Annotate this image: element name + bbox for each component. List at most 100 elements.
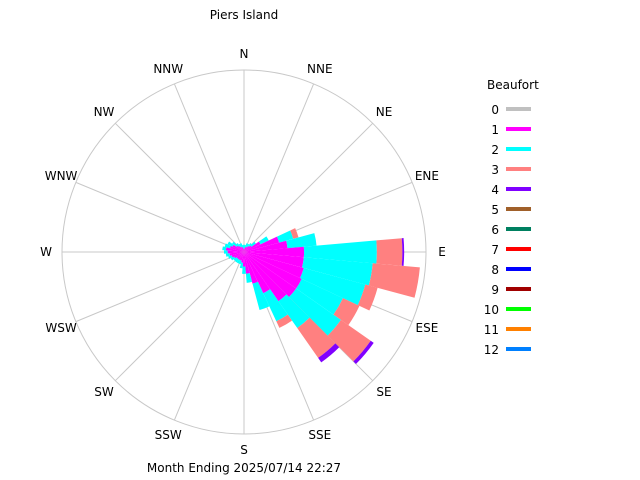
wind-bar-200-beaufort-2 <box>238 260 242 265</box>
wind-bar-290-beaufort-2 <box>224 243 231 249</box>
wind-bar-130-beaufort-2 <box>289 288 341 336</box>
wind-bar-190-beaufort-2 <box>239 262 244 269</box>
wind-bar-20-beaufort-1 <box>244 246 247 252</box>
direction-label-ne: NE <box>376 105 393 119</box>
wind-bar-90-beaufort-4 <box>401 238 405 266</box>
legend-swatch-0 <box>506 107 531 111</box>
legend-label-11: 11 <box>484 323 499 337</box>
legend-label-8: 8 <box>491 263 499 277</box>
legend-swatch-2 <box>506 147 531 151</box>
wind-bar-120-beaufort-1 <box>244 252 302 289</box>
direction-label-nw: NW <box>94 105 115 119</box>
wind-bar-250-beaufort-1 <box>231 252 244 258</box>
chart-title: Piers Island <box>210 8 278 22</box>
legend-swatch-6 <box>506 227 531 231</box>
wind-bar-280-beaufort-1 <box>225 247 244 252</box>
wind-bar-30-beaufort-1 <box>244 247 248 252</box>
wind-bar-320-beaufort-2 <box>236 243 240 247</box>
wind-bar-20-beaufort-2 <box>245 243 248 248</box>
spoke-nw <box>114 122 245 253</box>
wind-bar-290-beaufort-1 <box>229 245 244 252</box>
wind-bar-180-beaufort-2 <box>242 266 246 274</box>
wind-bar-320-beaufort-1 <box>238 246 244 252</box>
wind-bar-170-beaufort-1 <box>244 252 250 274</box>
wind-bar-80-beaufort-2 <box>286 233 317 249</box>
wind-bar-220-beaufort-1 <box>237 252 244 260</box>
wind-bar-90-beaufort-2 <box>303 240 377 264</box>
wind-bar-230-beaufort-1 <box>236 252 244 259</box>
wind-bar-160-beaufort-2 <box>252 281 270 311</box>
legend-swatch-9 <box>506 287 531 291</box>
wind-bar-140-beaufort-3 <box>297 317 336 358</box>
chart-footer: Month Ending 2025/07/14 22:27 <box>147 461 341 475</box>
wind-bar-180-beaufort-1 <box>242 252 246 267</box>
direction-label-sw: SW <box>94 385 114 399</box>
wind-bar-90-beaufort-3 <box>376 238 403 266</box>
wind-bar-10-beaufort-2 <box>244 244 246 249</box>
direction-label-sse: SSE <box>308 428 331 442</box>
wind-bar-130-beaufort-1 <box>244 252 297 298</box>
wind-bar-210-beaufort-1 <box>238 252 244 261</box>
wind-bar-270-beaufort-1 <box>227 250 244 254</box>
legend-label-0: 0 <box>491 103 499 117</box>
wind-bar-300-beaufort-1 <box>232 244 244 252</box>
wind-bar-0-beaufort-1 <box>243 248 245 252</box>
wind-bar-310-beaufort-2 <box>232 241 238 247</box>
wind-bar-230-beaufort-2 <box>233 257 238 262</box>
wind-bars <box>222 228 420 364</box>
direction-label-n: N <box>240 47 249 61</box>
wind-bar-90-beaufort-1 <box>244 246 305 258</box>
wind-bar-260-beaufort-1 <box>229 252 244 256</box>
wind-bar-300-beaufort-2 <box>227 241 234 247</box>
spoke-ssw <box>173 251 245 421</box>
wind-bar-280-beaufort-2 <box>222 246 227 251</box>
wind-bar-70-beaufort-3 <box>290 228 299 239</box>
legend-swatch-1 <box>506 127 531 131</box>
direction-label-se: SE <box>376 385 391 399</box>
legend-swatch-3 <box>506 167 531 171</box>
spoke-sw <box>114 251 245 382</box>
legend-label-6: 6 <box>491 223 499 237</box>
legend-label-7: 7 <box>491 243 499 257</box>
wind-bar-240-beaufort-1 <box>234 252 244 259</box>
spoke-nne <box>243 83 315 253</box>
wind-bar-270-beaufort-2 <box>223 250 228 254</box>
direction-label-nne: NNE <box>307 62 333 76</box>
legend-swatch-12 <box>506 347 531 351</box>
wind-bar-70-beaufort-1 <box>244 236 280 252</box>
legend-label-9: 9 <box>491 283 499 297</box>
wind-bar-110-beaufort-1 <box>244 252 304 279</box>
wind-bar-220-beaufort-2 <box>234 258 239 263</box>
legend-swatch-7 <box>506 247 531 251</box>
direction-label-ese: ESE <box>416 321 439 335</box>
wind-bar-100-beaufort-3 <box>368 263 420 298</box>
wind-bar-120-beaufort-3 <box>333 298 360 326</box>
polar-grid <box>61 69 427 435</box>
spoke-ne <box>243 122 374 253</box>
wind-bar-130-beaufort-3 <box>327 319 371 362</box>
wind-bar-50-beaufort-2 <box>250 241 256 247</box>
wind-bar-60-beaufort-1 <box>244 241 261 252</box>
wind-bar-210-beaufort-2 <box>236 259 241 264</box>
wind-bar-40-beaufort-2 <box>248 243 252 247</box>
spoke-wsw <box>75 251 245 323</box>
direction-label-ene: ENE <box>415 169 439 183</box>
wind-bar-100-beaufort-2 <box>302 257 373 286</box>
spoke-nnw <box>173 83 245 253</box>
direction-label-ssw: SSW <box>155 428 182 442</box>
direction-labels: N NNE NE ENE E ESE SE SSE S SSW SW WSW W WNW NW NNW <box>40 47 446 457</box>
wind-bar-70-beaufort-2 <box>276 230 294 243</box>
wind-bar-240-beaufort-2 <box>230 256 236 261</box>
legend-swatch-10 <box>506 307 531 311</box>
legend-label-4: 4 <box>491 183 499 197</box>
direction-label-nnw: NNW <box>153 62 183 76</box>
legend-title: Beaufort <box>487 78 539 92</box>
wind-bar-140-beaufort-2 <box>278 294 310 329</box>
direction-label-s: S <box>240 443 248 457</box>
wind-bar-110-beaufort-3 <box>357 284 378 311</box>
wind-bar-150-beaufort-3 <box>276 314 293 328</box>
legend-label-2: 2 <box>491 143 499 157</box>
legend-label-5: 5 <box>491 203 499 217</box>
wind-bar-200-beaufort-1 <box>240 252 244 261</box>
